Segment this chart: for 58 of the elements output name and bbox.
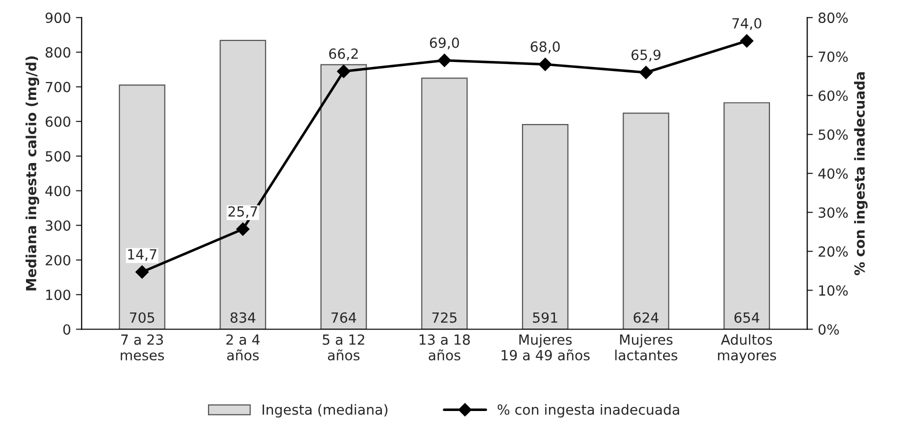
y2-tick-label: 70% bbox=[818, 51, 848, 62]
y-tick-label: 900 bbox=[46, 12, 70, 24]
y-axis-title: Mediana ingesta calcio (mg/d) bbox=[26, 56, 40, 290]
point bbox=[740, 34, 754, 48]
data-label: 591 bbox=[533, 312, 558, 323]
y-tick-label: 0 bbox=[63, 324, 70, 335]
y-tick-label: 100 bbox=[46, 290, 70, 300]
y2-tick-label: 10% bbox=[819, 285, 848, 296]
bar bbox=[220, 40, 266, 330]
bar bbox=[522, 124, 568, 330]
bar bbox=[421, 78, 468, 330]
data-label: 764 bbox=[332, 312, 356, 323]
y-tick-label: 400 bbox=[45, 186, 70, 196]
data-label: 14,7 bbox=[128, 249, 156, 261]
y2-tick-label: 60% bbox=[818, 90, 848, 101]
x-tick-label: Mujeres lactantes bbox=[615, 334, 678, 360]
point bbox=[538, 58, 552, 71]
data-label: 66,2 bbox=[329, 48, 358, 60]
y-tick-label: 800 bbox=[46, 47, 70, 58]
data-label: 69,0 bbox=[430, 38, 459, 50]
y2-axis-title: % con ingesta inadecuada bbox=[854, 72, 868, 276]
point bbox=[136, 265, 149, 279]
x-tick-label: Mujeres 19 a 49 años bbox=[502, 334, 590, 360]
y-tick-label: 200 bbox=[46, 254, 70, 266]
point bbox=[337, 64, 350, 78]
legend-label: % con ingesta inadecuada bbox=[498, 404, 680, 418]
point bbox=[639, 66, 653, 80]
legend-label: Ingesta (mediana) bbox=[262, 404, 388, 418]
data-label: 624 bbox=[634, 312, 658, 323]
bar bbox=[622, 112, 670, 330]
bar bbox=[724, 102, 770, 330]
data-label: 65,9 bbox=[631, 50, 660, 62]
data-label: 25,7 bbox=[228, 206, 258, 218]
x-tick-label: 13 a 18 años bbox=[420, 334, 470, 360]
y2-tick-label: 80% bbox=[818, 12, 848, 24]
x-tick-label: 5 a 12 años bbox=[322, 334, 364, 360]
y-tick-label: 300 bbox=[46, 220, 70, 231]
y-tick-label: 500 bbox=[46, 151, 70, 162]
data-label: 654 bbox=[734, 312, 760, 323]
point bbox=[236, 222, 250, 236]
data-label: 834 bbox=[230, 312, 256, 323]
x-tick-label: 7 a 23 meses bbox=[120, 334, 164, 360]
y2-tick-label: 20% bbox=[818, 246, 848, 257]
y2-tick-label: 0% bbox=[818, 324, 839, 335]
y-tick-label: 600 bbox=[46, 116, 70, 127]
data-label: 725 bbox=[432, 312, 456, 323]
x-tick-label: Adultos mayores bbox=[718, 334, 776, 364]
x-tick-label: 2 a 4 años bbox=[226, 334, 260, 360]
y2-tick-label: 40% bbox=[818, 168, 848, 179]
point bbox=[438, 54, 452, 68]
data-label: 705 bbox=[130, 312, 154, 323]
bar bbox=[118, 84, 166, 330]
data-label: 74,0 bbox=[732, 18, 762, 30]
y2-tick-label: 30% bbox=[818, 207, 848, 218]
y2-tick-label: 50% bbox=[818, 129, 848, 140]
bar bbox=[320, 64, 367, 330]
data-label: 68,0 bbox=[530, 41, 560, 54]
y-tick-label: 700 bbox=[46, 82, 70, 92]
